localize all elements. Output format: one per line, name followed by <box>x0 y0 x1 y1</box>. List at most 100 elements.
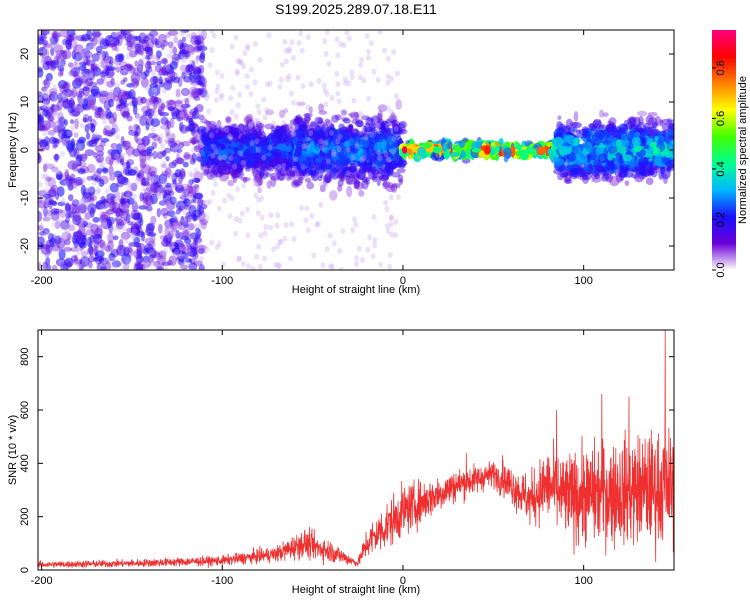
heatmap-cell-faint <box>363 134 369 141</box>
heatmap-cell-faint <box>166 225 171 232</box>
heatmap-cell-faint <box>291 99 296 106</box>
heatmap-cell <box>167 137 176 144</box>
heatmap-cell-faint <box>70 221 76 228</box>
heatmap-cell <box>200 203 208 210</box>
heatmap-cell <box>91 245 100 252</box>
heatmap-cell <box>165 156 170 162</box>
heatmap-cell-faint <box>126 227 132 234</box>
heatmap-cell <box>165 99 176 105</box>
heatmap-cell-faint <box>371 68 377 75</box>
heatmap-cell-faint <box>262 114 268 121</box>
heatmap-cell <box>98 257 109 265</box>
heatmap-cell <box>131 201 138 213</box>
heatmap-cell <box>38 124 46 132</box>
heatmap-cell <box>62 82 69 91</box>
heatmap-cell <box>150 181 160 193</box>
heatmap-cell <box>63 119 68 126</box>
heatmap-cell-faint <box>101 73 107 80</box>
heatmap-cell <box>182 161 189 168</box>
heatmap-cell <box>85 229 96 236</box>
heatmap-cell-faint <box>210 152 216 159</box>
heatmap-cell-faint <box>117 216 123 223</box>
heatmap-cell <box>71 234 80 245</box>
heatmap-cell-faint <box>131 38 137 45</box>
heatmap-cell <box>178 232 184 240</box>
heatmap-cell <box>138 205 148 210</box>
heatmap-cell-faint <box>173 222 179 229</box>
heatmap-cell <box>136 266 142 270</box>
heatmap-cell <box>175 220 183 227</box>
heatmap-cell-faint <box>235 186 241 193</box>
heatmap-cell-faint <box>240 260 246 267</box>
heatmap-cell <box>72 39 78 51</box>
heatmap-cell <box>43 201 50 209</box>
heatmap-cell <box>77 93 83 104</box>
heatmap-cell <box>41 86 47 92</box>
heatmap-cell <box>103 125 111 134</box>
heatmap-cell-faint <box>294 171 300 178</box>
heatmap-cell <box>183 197 191 207</box>
heatmap-cell-faint <box>179 111 185 118</box>
heatmap-cell-faint <box>388 221 394 228</box>
heatmap-cell <box>195 227 201 234</box>
heatmap-cell <box>41 92 49 102</box>
heatmap-cell <box>145 205 153 212</box>
heatmap-cell <box>78 88 85 95</box>
heatmap-cell-faint <box>353 261 359 268</box>
heatmap-cell <box>257 186 262 194</box>
heatmap-cell <box>115 66 121 73</box>
heatmap-cell <box>128 66 136 74</box>
heatmap-cell-faint <box>96 187 102 194</box>
heatmap-cell <box>110 143 118 149</box>
heatmap-cell <box>152 150 158 160</box>
heatmap-cell-faint <box>109 37 115 44</box>
heatmap-cell <box>147 232 157 237</box>
heatmap-cell <box>557 115 562 120</box>
heatmap-cell <box>195 80 205 86</box>
heatmap-cell <box>68 180 79 189</box>
heatmap-cell <box>118 217 127 226</box>
heatmap-cell <box>173 173 179 178</box>
heatmap-cell-faint <box>257 263 263 270</box>
heatmap-cell-faint <box>101 260 107 267</box>
heatmap-cell <box>186 64 192 70</box>
heatmap-cell <box>68 224 76 232</box>
heatmap-cell <box>40 243 51 255</box>
heatmap-cell <box>78 136 87 143</box>
heatmap-cell <box>358 189 365 197</box>
heatmap-cell <box>388 182 393 189</box>
y-tick-label: 800 <box>19 347 31 365</box>
heatmap-cell <box>225 117 231 122</box>
heatmap-cell-faint <box>378 108 384 115</box>
heatmap-cell <box>100 137 110 143</box>
heatmap-cell <box>97 157 103 162</box>
heatmap-cell-faint <box>241 182 247 189</box>
heatmap-cell <box>121 110 130 119</box>
heatmap-cell <box>57 201 66 207</box>
heatmap-cell-faint <box>210 189 216 196</box>
heatmap-cell-faint <box>63 245 69 252</box>
heatmap-cell <box>287 158 292 167</box>
heatmap-cell-faint <box>85 224 91 231</box>
heatmap-cell-faint <box>131 193 137 200</box>
heatmap-cell-faint <box>148 249 154 256</box>
heatmap-cell-faint <box>248 66 254 73</box>
heatmap-cell <box>106 80 115 88</box>
heatmap-cell <box>193 95 201 101</box>
heatmap-cell <box>112 39 118 48</box>
heatmap-cell-faint <box>100 221 106 228</box>
heatmap-cell <box>43 43 53 48</box>
heatmap-cell <box>175 108 180 116</box>
heatmap-cell <box>99 242 107 251</box>
heatmap-cell <box>396 168 406 174</box>
heatmap-cell <box>166 120 172 130</box>
heatmap-cell <box>118 239 124 251</box>
heatmap-cell-faint <box>77 105 82 112</box>
heatmap-cell <box>165 125 171 137</box>
heatmap-cell-faint <box>227 213 233 220</box>
heatmap-cell-faint <box>337 248 343 254</box>
heatmap-cell <box>164 167 172 178</box>
heatmap-cell <box>135 254 144 264</box>
heatmap-cell <box>139 162 146 169</box>
heatmap-cell <box>144 151 152 160</box>
